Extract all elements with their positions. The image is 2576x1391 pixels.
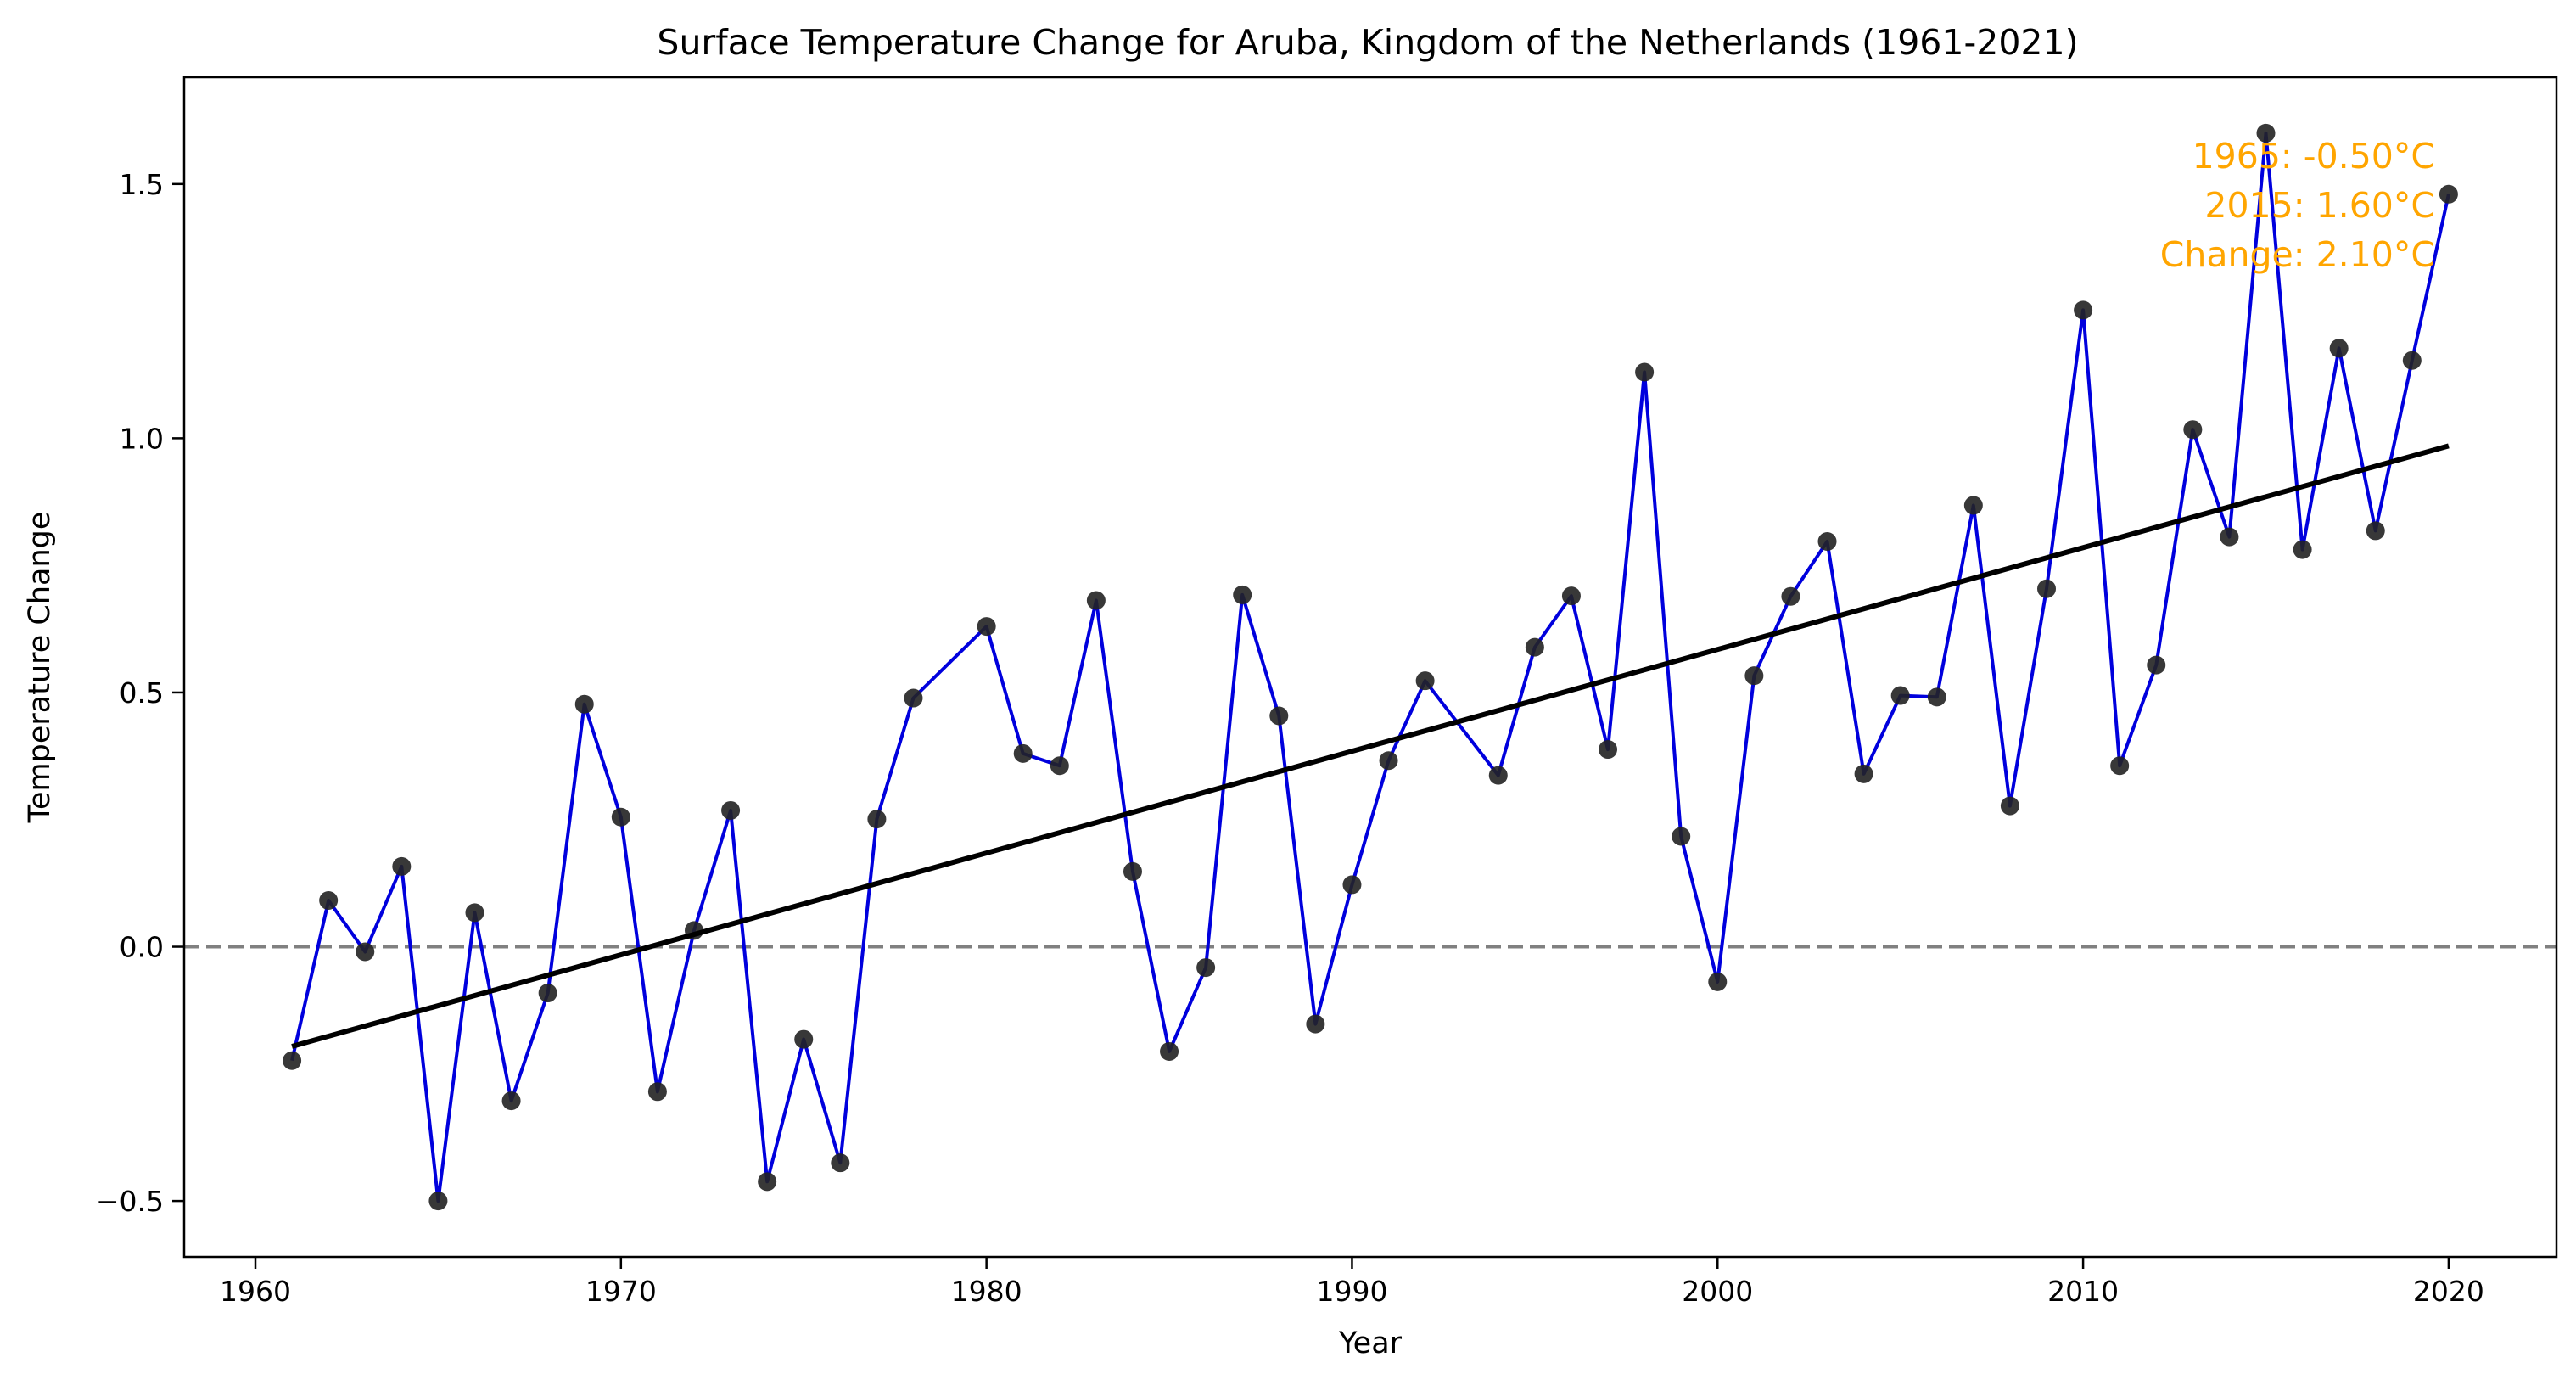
annotation-line: Change: 2.10°C [2160, 234, 2435, 275]
x-tick-label: 2020 [2413, 1275, 2484, 1308]
data-point [1927, 687, 1946, 707]
data-point [574, 694, 594, 714]
data-point [1963, 496, 1983, 515]
data-point [501, 1091, 521, 1111]
data-point [319, 891, 339, 911]
data-point [1672, 827, 1691, 846]
x-tick-label: 1960 [220, 1275, 291, 1308]
x-tick-label: 1980 [951, 1275, 1022, 1308]
x-tick-label: 2000 [1682, 1275, 1753, 1308]
annotation-line: 2015: 1.60°C [2204, 185, 2435, 226]
data-point [1635, 362, 1655, 382]
data-point [1781, 586, 1800, 606]
data-point [2037, 579, 2057, 598]
data-point [611, 807, 630, 827]
plot-frame [182, 76, 2558, 1259]
data-point [758, 1172, 777, 1192]
data-point [2074, 300, 2093, 320]
data-point [1561, 586, 1581, 606]
data-point [1525, 637, 1544, 657]
data-point [1854, 764, 1873, 783]
series-line [290, 131, 2450, 1203]
data-point [1196, 958, 1216, 978]
data-point [2293, 540, 2312, 559]
data-point [1269, 706, 1289, 726]
data-point [392, 856, 412, 876]
y-tick-label: −0.5 [96, 1185, 164, 1218]
y-axis-label: Temperature Change [23, 512, 57, 824]
data-point [2256, 123, 2276, 143]
data-point [1086, 591, 1106, 610]
data-point [721, 800, 741, 820]
chart-title: Surface Temperature Change for Aruba, Ki… [657, 22, 2078, 63]
data-point [2329, 339, 2349, 358]
annotation-box: 1965: -0.50°C 2015: 1.60°C Change: 2.10°C [2160, 136, 2435, 275]
y-tick-label: 0.5 [120, 676, 164, 710]
data-point [1379, 751, 1398, 771]
x-tick-label: 2010 [2047, 1275, 2119, 1308]
data-point [465, 903, 484, 923]
annotation-line: 1965: -0.50°C [2192, 136, 2435, 177]
data-point [794, 1029, 814, 1049]
y-tick-label: 1.5 [120, 168, 164, 201]
data-point [1817, 532, 1837, 552]
plot-area [184, 123, 2556, 1211]
data-point [356, 942, 375, 962]
data-point [2147, 655, 2166, 675]
data-point [1306, 1014, 1325, 1034]
data-point [2220, 527, 2239, 547]
trend-line [291, 443, 2450, 1049]
data-point [1890, 686, 1910, 705]
data-point [867, 810, 887, 829]
data-point [1708, 972, 1728, 991]
y-tick-label: 1.0 [120, 422, 164, 455]
y-axis: −0.5 0.0 0.5 1.0 1.5 [96, 168, 184, 1218]
data-point [1123, 861, 1142, 881]
data-point [2402, 351, 2422, 370]
data-point [977, 617, 996, 637]
data-point [904, 688, 923, 708]
data-point [1233, 585, 1252, 604]
x-tick-label: 1970 [585, 1275, 657, 1308]
data-point [1160, 1041, 1179, 1061]
data-point [1415, 671, 1435, 691]
data-point [2000, 796, 2019, 816]
data-point [428, 1192, 448, 1211]
data-point [1744, 666, 1764, 686]
data-point [1342, 875, 1362, 895]
x-axis-label: Year [1338, 1326, 1403, 1360]
data-point [1488, 766, 1508, 785]
data-point [1013, 743, 1033, 763]
data-point [2439, 184, 2458, 204]
data-point [831, 1153, 850, 1173]
data-point [2366, 521, 2385, 541]
data-point [2183, 420, 2203, 440]
data-point [1599, 740, 1618, 760]
data-point [538, 984, 557, 1003]
data-point [2110, 756, 2130, 776]
data-point [1050, 756, 1069, 776]
x-axis: 1960 1970 1980 1990 2000 2010 2020 [220, 1257, 2484, 1308]
y-tick-label: 0.0 [120, 931, 164, 964]
data-point [283, 1051, 302, 1070]
data-point [647, 1082, 667, 1102]
x-tick-label: 1990 [1316, 1275, 1387, 1308]
